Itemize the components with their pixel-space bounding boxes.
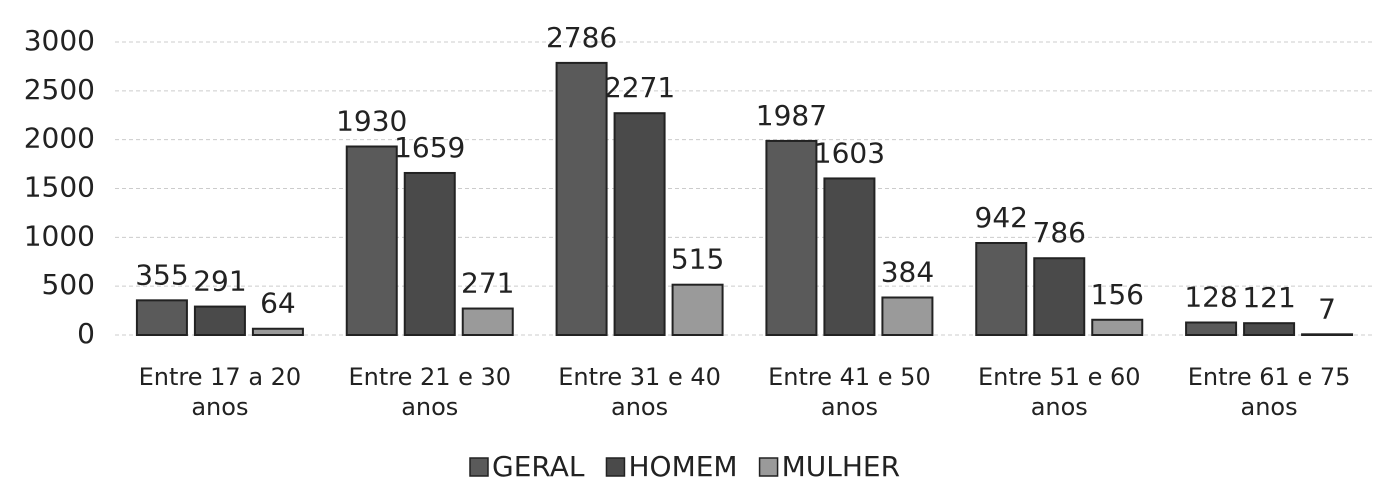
bar bbox=[555, 61, 608, 336]
bar bbox=[135, 299, 188, 337]
value-label: 156 bbox=[1091, 278, 1144, 311]
value-label: 942 bbox=[975, 201, 1028, 234]
value-label: 128 bbox=[1184, 280, 1237, 313]
value-label: 1930 bbox=[336, 105, 407, 138]
x-tick-label: Entre 41 e 50 anos bbox=[768, 363, 931, 421]
x-tick-label: Entre 31 e 40 anos bbox=[558, 363, 721, 421]
value-label: 1659 bbox=[394, 131, 465, 164]
y-tick-label: 500 bbox=[42, 268, 95, 301]
value-label: 384 bbox=[881, 255, 934, 288]
y-tick-label: 1000 bbox=[24, 219, 95, 252]
value-label: 515 bbox=[671, 243, 724, 276]
value-label: 291 bbox=[193, 265, 246, 298]
value-label: 7 bbox=[1318, 292, 1336, 325]
bar bbox=[251, 327, 304, 336]
bar bbox=[403, 171, 456, 336]
value-label: 1603 bbox=[814, 136, 885, 169]
bar bbox=[1185, 321, 1238, 336]
x-tick-label: Entre 21 e 30 anos bbox=[348, 363, 512, 421]
value-label: 2271 bbox=[604, 71, 675, 104]
bar bbox=[975, 241, 1028, 336]
bar bbox=[1091, 318, 1144, 337]
value-label: 271 bbox=[461, 267, 514, 300]
legend-swatch bbox=[469, 457, 489, 477]
value-label: 64 bbox=[260, 287, 296, 320]
bar bbox=[671, 283, 724, 336]
bar bbox=[1243, 322, 1296, 337]
bar bbox=[881, 296, 934, 337]
value-label: 2786 bbox=[546, 21, 617, 54]
bar bbox=[765, 139, 818, 336]
bar bbox=[345, 145, 398, 336]
value-label: 786 bbox=[1033, 216, 1086, 249]
y-tick-label: 3000 bbox=[24, 24, 95, 57]
x-tick-label: Entre 61 e 75 anos bbox=[1187, 363, 1351, 421]
y-tick-label: 2000 bbox=[24, 122, 95, 155]
bar bbox=[1033, 257, 1086, 337]
value-label: 121 bbox=[1242, 281, 1295, 314]
value-label: 355 bbox=[135, 258, 188, 291]
bar bbox=[193, 305, 246, 337]
legend-label: MULHER bbox=[782, 450, 900, 483]
y-tick-label: 1500 bbox=[24, 171, 95, 204]
x-tick-label: Entre 51 e 60 anos bbox=[977, 363, 1141, 421]
x-tick-label: Entre 17 a 20 anos bbox=[138, 363, 302, 421]
bar bbox=[613, 112, 666, 336]
legend-swatch bbox=[605, 457, 626, 477]
y-tick-label: 0 bbox=[77, 317, 95, 350]
bar bbox=[1301, 333, 1354, 337]
legend-swatch bbox=[758, 457, 779, 477]
bar bbox=[461, 307, 514, 336]
bar bbox=[823, 177, 876, 336]
legend-label: GERAL bbox=[492, 450, 585, 483]
legend-label: HOMEM bbox=[628, 450, 737, 483]
y-tick-label: 2500 bbox=[24, 73, 95, 106]
value-label: 1987 bbox=[756, 99, 827, 132]
